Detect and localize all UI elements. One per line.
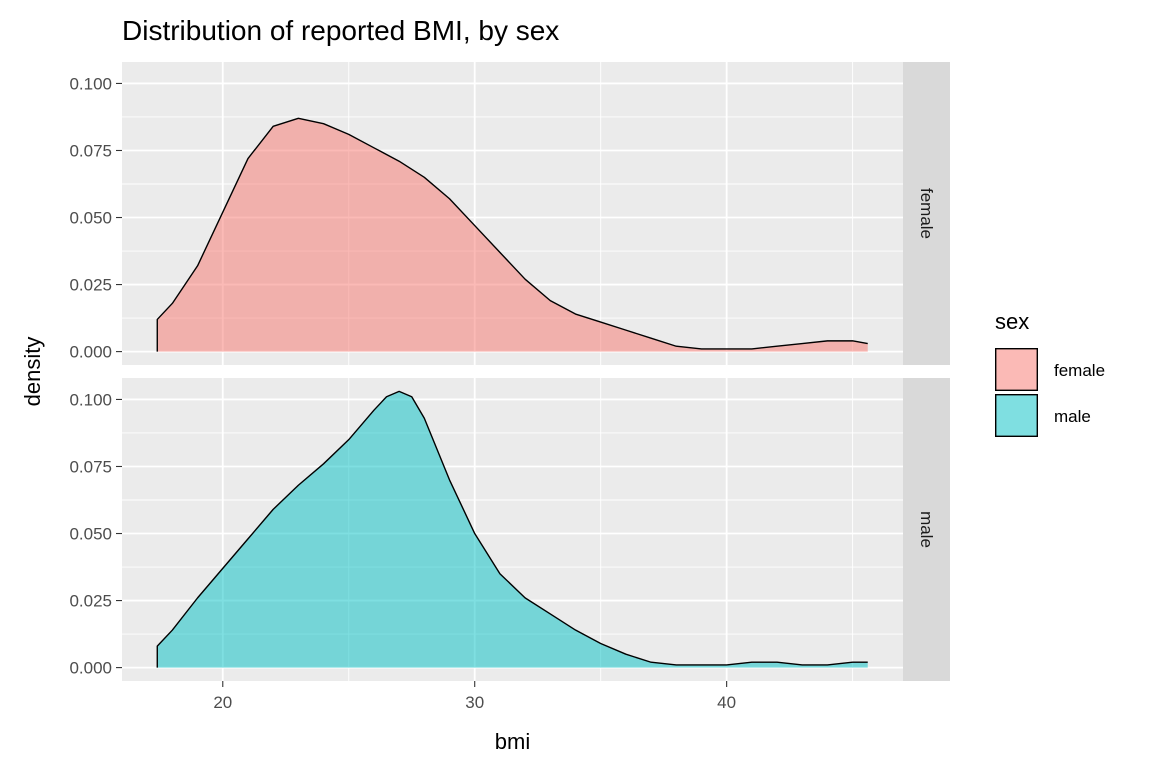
x-axis-title: bmi <box>495 729 530 754</box>
facet-strip-label: female <box>917 188 936 239</box>
facet-strip-label: male <box>917 511 936 548</box>
chart-title: Distribution of reported BMI, by sex <box>122 15 559 46</box>
y-tick-label: 0.000 <box>69 343 112 362</box>
y-tick-label: 0.050 <box>69 209 112 228</box>
x-tick-label: 30 <box>465 693 484 712</box>
y-tick-label: 0.100 <box>69 390 112 409</box>
facet-panel-female: 0.000 0.025 0.050 0.075 0.100 female <box>69 62 950 365</box>
density-line-female <box>156 117 868 352</box>
y-axis-title: density <box>20 337 45 407</box>
facet-strip <box>903 378 950 681</box>
y-tick-label: 0.025 <box>69 276 112 295</box>
y-tick-label: 0.025 <box>69 592 112 611</box>
legend-key-female <box>995 348 1039 392</box>
legend: sex female male <box>995 309 1105 438</box>
facet-panels: 0.000 0.025 0.050 0.075 0.100 female 0.000 0.02… <box>69 62 950 681</box>
density-area-female <box>157 118 868 352</box>
x-tick-label: 40 <box>717 693 736 712</box>
density-area-male <box>157 391 868 668</box>
legend-label-female: female <box>1054 361 1105 380</box>
facet-strip <box>903 62 950 365</box>
y-tick-label: 0.075 <box>69 457 112 476</box>
y-tick-label: 0.000 <box>69 659 112 678</box>
legend-key-male <box>995 394 1039 438</box>
density-line-male <box>156 390 868 668</box>
legend-label-male: male <box>1054 407 1091 426</box>
y-tick-label: 0.050 <box>69 525 112 544</box>
x-axis: 20 30 40 <box>213 681 736 712</box>
y-tick-label: 0.100 <box>69 74 112 93</box>
x-tick-label: 20 <box>213 693 232 712</box>
y-tick-label: 0.075 <box>69 141 112 160</box>
facet-panel-male: 0.000 0.025 0.050 0.075 0.100 male <box>69 378 950 681</box>
legend-title: sex <box>995 309 1029 334</box>
